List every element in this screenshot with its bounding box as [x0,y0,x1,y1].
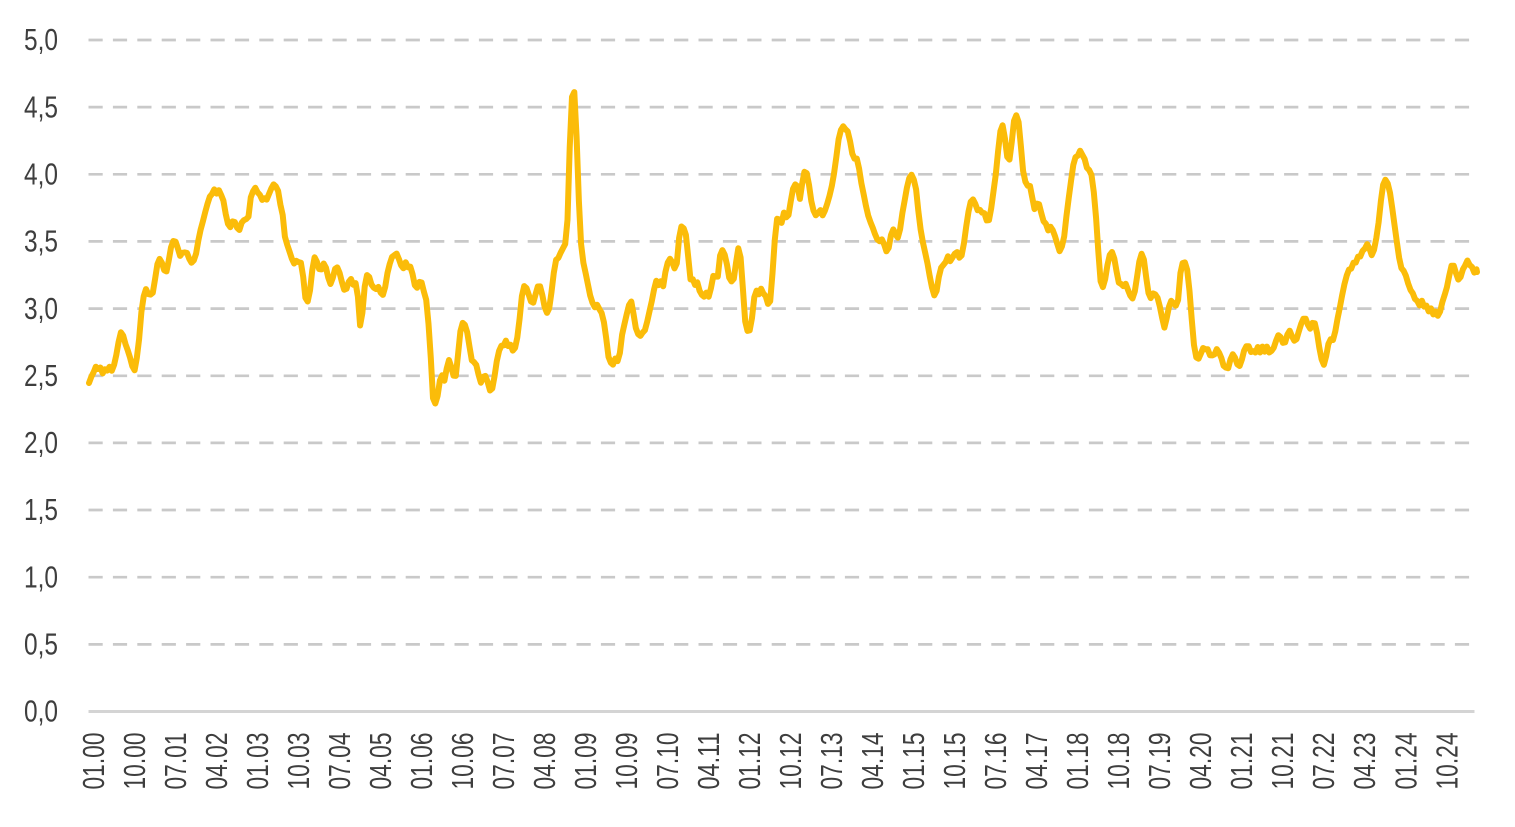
svg-text:10.09: 10.09 [610,733,644,790]
svg-text:10.18: 10.18 [1102,733,1136,790]
svg-text:07.13: 07.13 [815,733,849,790]
svg-text:04.11: 04.11 [692,733,726,790]
svg-text:04.23: 04.23 [1348,733,1382,790]
svg-text:4,5: 4,5 [24,90,58,124]
svg-text:01.00: 01.00 [77,733,111,790]
svg-text:10.15: 10.15 [938,733,972,790]
svg-text:07.07: 07.07 [487,733,521,790]
svg-text:2,0: 2,0 [24,426,58,460]
svg-text:07.01: 07.01 [159,733,193,790]
svg-text:07.19: 07.19 [1143,733,1177,790]
svg-text:01.18: 01.18 [1061,733,1095,790]
svg-text:1,0: 1,0 [24,560,58,594]
svg-text:10.24: 10.24 [1430,732,1464,789]
svg-text:04.05: 04.05 [364,733,398,790]
svg-text:01.15: 01.15 [897,733,931,790]
svg-text:04.02: 04.02 [200,733,234,790]
svg-text:10.06: 10.06 [446,733,480,790]
svg-text:3,5: 3,5 [24,225,58,259]
svg-text:04.08: 04.08 [528,733,562,790]
svg-text:10.03: 10.03 [282,733,316,790]
svg-text:5,0: 5,0 [24,23,58,57]
svg-text:07.10: 07.10 [651,733,685,790]
svg-text:2,5: 2,5 [24,359,58,393]
svg-text:04.17: 04.17 [1020,733,1054,790]
svg-text:04.14: 04.14 [856,732,890,789]
svg-text:0,5: 0,5 [24,628,58,662]
svg-text:07.22: 07.22 [1307,733,1341,790]
svg-text:01.12: 01.12 [733,733,767,790]
svg-text:07.16: 07.16 [979,733,1013,790]
svg-text:01.09: 01.09 [569,733,603,790]
svg-text:01.21: 01.21 [1225,733,1259,790]
svg-text:10.00: 10.00 [118,733,152,790]
svg-text:3,0: 3,0 [24,292,58,326]
svg-text:0,0: 0,0 [24,695,58,729]
svg-text:01.06: 01.06 [405,733,439,790]
svg-text:04.20: 04.20 [1184,733,1218,790]
svg-text:10.12: 10.12 [774,733,808,790]
svg-text:07.04: 07.04 [323,732,357,789]
svg-text:1,5: 1,5 [24,493,58,527]
svg-text:01.03: 01.03 [241,733,275,790]
svg-text:01.24: 01.24 [1389,732,1423,789]
svg-text:4,0: 4,0 [24,158,58,192]
svg-text:10.21: 10.21 [1266,733,1300,790]
